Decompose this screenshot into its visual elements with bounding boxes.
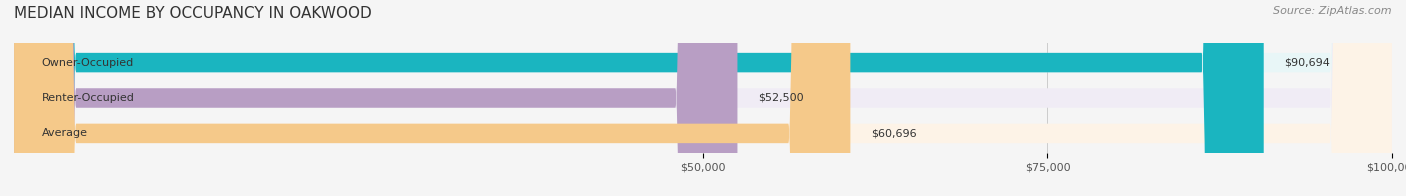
Text: Average: Average: [42, 128, 87, 138]
Text: Source: ZipAtlas.com: Source: ZipAtlas.com: [1274, 6, 1392, 16]
FancyBboxPatch shape: [14, 0, 1392, 196]
FancyBboxPatch shape: [14, 0, 1392, 196]
Text: MEDIAN INCOME BY OCCUPANCY IN OAKWOOD: MEDIAN INCOME BY OCCUPANCY IN OAKWOOD: [14, 6, 371, 21]
Text: $60,696: $60,696: [872, 128, 917, 138]
Text: $90,694: $90,694: [1285, 58, 1330, 68]
FancyBboxPatch shape: [14, 0, 738, 196]
Text: $52,500: $52,500: [758, 93, 804, 103]
FancyBboxPatch shape: [14, 0, 1264, 196]
FancyBboxPatch shape: [14, 0, 1392, 196]
Text: Owner-Occupied: Owner-Occupied: [42, 58, 134, 68]
FancyBboxPatch shape: [14, 0, 851, 196]
Text: Renter-Occupied: Renter-Occupied: [42, 93, 135, 103]
